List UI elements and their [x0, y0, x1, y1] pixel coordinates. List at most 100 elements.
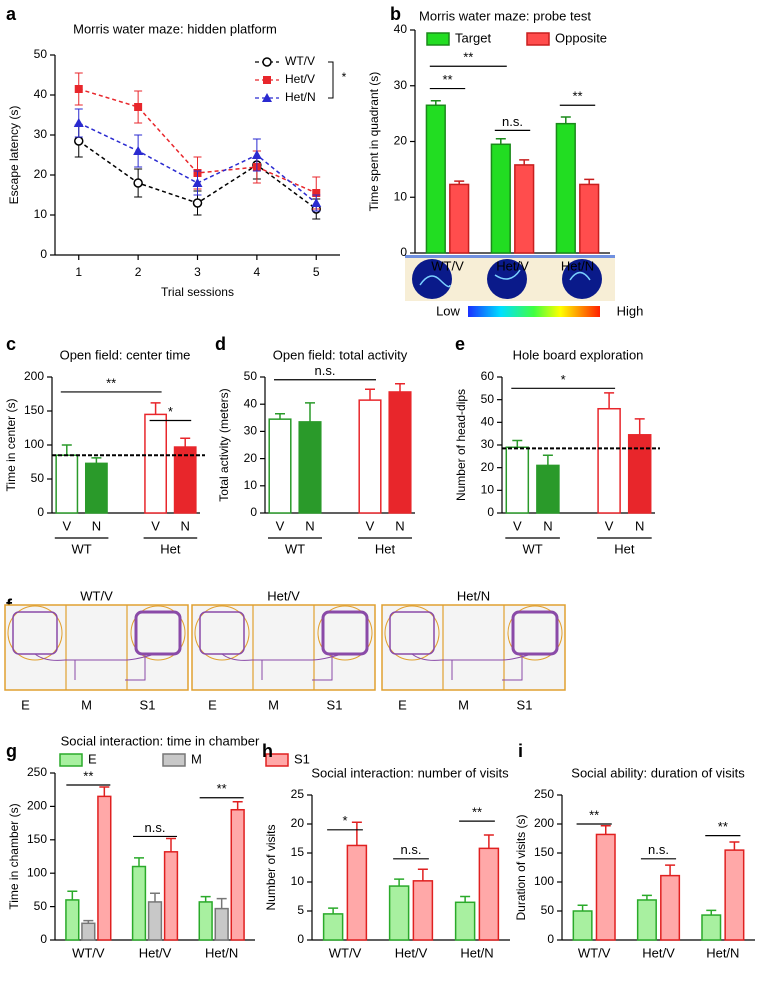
- error-bar: [460, 895, 471, 903]
- error-bar: [729, 841, 740, 851]
- group-label: Het: [160, 541, 181, 556]
- y-tick-label: 40: [244, 396, 258, 410]
- y-tick-label: 25: [291, 787, 305, 801]
- error-bar: [351, 821, 362, 846]
- y-tick-label: 0: [297, 932, 304, 946]
- bar: [579, 183, 600, 254]
- data-point: [74, 85, 83, 93]
- y-tick-label: 50: [244, 369, 258, 383]
- x-tick-label: N: [635, 518, 644, 533]
- cup: [317, 605, 373, 661]
- x-tick-label: N: [305, 518, 314, 533]
- x-tick-label: Het/V: [496, 258, 529, 273]
- y-tick-label: 50: [34, 899, 48, 913]
- bar: [147, 901, 163, 941]
- legend-label: M: [191, 751, 202, 766]
- group-label: WT: [71, 541, 91, 556]
- arena-title: Het/N: [457, 588, 490, 603]
- arena-title: Het/V: [267, 588, 300, 603]
- x-tick-label: 5: [313, 265, 320, 279]
- error-bar: [417, 868, 428, 881]
- error-bar: [394, 878, 405, 887]
- legend-label: E: [88, 751, 97, 766]
- y-tick-label: 100: [534, 874, 554, 888]
- bar: [454, 901, 476, 941]
- x-tick-label: Het/V: [642, 945, 675, 960]
- chamber-label: E: [208, 697, 217, 712]
- y-tick-label: 10: [291, 874, 305, 888]
- bar: [701, 914, 722, 941]
- chart-title: Morris water maze: probe test: [419, 8, 591, 23]
- bar: [84, 462, 108, 514]
- y-tick-label: 200: [27, 799, 47, 813]
- error-bar: [560, 116, 571, 124]
- y-tick-label: 10: [481, 483, 495, 497]
- chart-title: Social interaction: time in chamber: [61, 733, 260, 748]
- y-tick-label: 100: [24, 437, 44, 451]
- panel-letter: e: [455, 334, 465, 354]
- chamber-label: M: [81, 697, 92, 712]
- error-bar: [328, 907, 339, 914]
- group-label: WT: [522, 541, 542, 556]
- error-bar: [641, 894, 652, 900]
- group-label: WT: [285, 541, 305, 556]
- x-tick-label: WT/V: [578, 945, 611, 960]
- panel-letter: c: [6, 334, 16, 354]
- annotation: *: [561, 372, 566, 387]
- legend-swatch: [59, 753, 83, 767]
- x-tick-label: N: [181, 518, 190, 533]
- x-tick-label: N: [395, 518, 404, 533]
- error-bar: [706, 909, 717, 916]
- colorbar-label: High: [617, 303, 644, 318]
- y-tick-label: 50: [31, 471, 45, 485]
- bar: [322, 913, 344, 941]
- y-tick-label: 150: [24, 403, 44, 417]
- bar: [81, 922, 96, 941]
- colorbar-label: Low: [436, 303, 460, 318]
- annotation: n.s.: [315, 363, 336, 378]
- error-bar: [430, 100, 441, 106]
- chamber-label: S1: [327, 697, 343, 712]
- chart-title: Open field: center time: [60, 347, 191, 362]
- legend-label: Opposite: [555, 30, 607, 45]
- error-bar: [200, 895, 211, 902]
- y-tick-label: 30: [244, 424, 258, 438]
- y-tick-label: 0: [40, 247, 47, 261]
- y-tick-label: 15: [291, 845, 305, 859]
- chart-title: Morris water maze: hidden platform: [73, 21, 277, 36]
- arena-title: WT/V: [80, 588, 113, 603]
- error-bar: [604, 392, 615, 409]
- legend-swatch: [426, 32, 450, 46]
- x-tick-label: Het/V: [395, 945, 428, 960]
- data-point: [192, 178, 203, 187]
- error-bar: [584, 178, 595, 185]
- y-tick-label: 30: [394, 78, 408, 92]
- arena: [191, 604, 376, 691]
- panel-letter: g: [6, 741, 17, 761]
- bar: [198, 901, 213, 941]
- data-point: [133, 178, 143, 188]
- bar: [412, 880, 434, 941]
- bar: [173, 446, 197, 514]
- annotation: n.s.: [401, 842, 422, 857]
- cup: [7, 605, 63, 661]
- legend-marker: [262, 57, 272, 67]
- legend-marker: [262, 93, 272, 102]
- y-tick-label: 40: [394, 22, 408, 36]
- y-tick-label: 30: [481, 437, 495, 451]
- y-tick-label: 50: [481, 392, 495, 406]
- data-point: [312, 189, 321, 197]
- y-axis-label: Time spent in quadrant (s): [367, 72, 381, 212]
- error-bar: [61, 444, 72, 456]
- bar: [636, 899, 657, 941]
- annotation: **: [463, 50, 473, 65]
- bar: [627, 434, 652, 514]
- cup: [384, 605, 440, 661]
- annotation: **: [472, 805, 482, 820]
- y-tick-label: 10: [244, 478, 258, 492]
- bar: [214, 907, 229, 941]
- error-bar: [83, 919, 94, 924]
- data-point: [251, 150, 262, 159]
- data-point: [133, 146, 144, 155]
- probe-heatmaps: [405, 255, 615, 317]
